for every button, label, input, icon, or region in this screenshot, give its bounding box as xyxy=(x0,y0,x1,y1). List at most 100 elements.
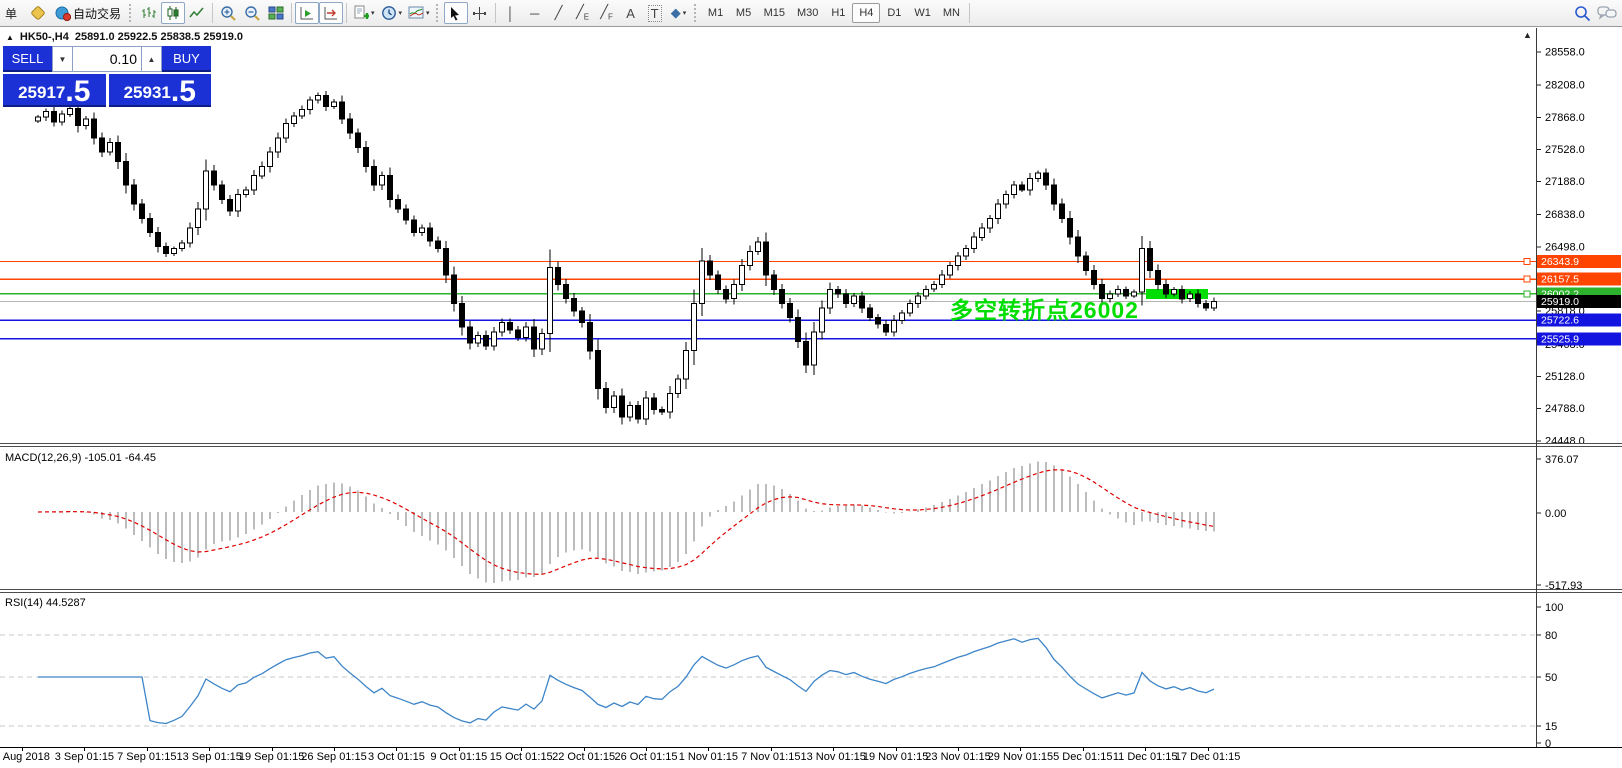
time-label: 1 Nov 01:15 xyxy=(678,751,739,763)
svg-text:0: 0 xyxy=(1545,738,1551,747)
svg-text:100: 100 xyxy=(1545,602,1563,614)
svg-text:28208.0: 28208.0 xyxy=(1545,80,1585,92)
macd-indicator-canvas[interactable]: 376.07 0.00 -517.93 MACD(12,26,9) -105.01 -… xyxy=(0,447,1622,589)
time-tick xyxy=(146,748,148,751)
toolbar-separator xyxy=(494,3,496,23)
svg-text:80: 80 xyxy=(1545,630,1557,642)
svg-text:MACD(12,26,9) -105.01 -64.45: MACD(12,26,9) -105.01 -64.45 xyxy=(5,452,156,464)
toolbar-separator xyxy=(212,3,214,23)
time-tick xyxy=(458,748,460,751)
vertical-line-tool[interactable]: │ xyxy=(499,2,523,24)
timeframe-h4[interactable]: H4 xyxy=(852,3,881,23)
vline-icon: │ xyxy=(506,5,515,21)
label-icon: T xyxy=(647,4,662,22)
new-order-label: 单 xyxy=(5,6,18,21)
arrows-icon: ◆ xyxy=(670,5,681,20)
time-label: 19 Nov 01:15 xyxy=(862,751,929,763)
auto-scroll-icon xyxy=(300,7,314,20)
time-label: 22 Oct 01:15 xyxy=(552,751,616,763)
svg-text:0.00: 0.00 xyxy=(1545,508,1566,520)
volume-input[interactable] xyxy=(73,46,141,72)
tile-windows-button[interactable] xyxy=(264,2,288,24)
cursor-button[interactable] xyxy=(443,2,468,24)
svg-text:27188.0: 27188.0 xyxy=(1545,176,1585,188)
auto-scroll-button[interactable] xyxy=(295,2,320,24)
line-chart-icon xyxy=(189,7,204,18)
chart-annotation-text[interactable]: 多空转折点26002 xyxy=(950,297,1139,323)
collapse-icon[interactable]: ▲ xyxy=(6,32,14,42)
timeframe-mn[interactable]: MN xyxy=(942,7,960,19)
svg-text:376.07: 376.07 xyxy=(1545,454,1579,466)
periods-button[interactable]: ▾ xyxy=(378,2,406,24)
timeframe-w1[interactable]: W1 xyxy=(914,7,931,19)
chat-button[interactable] xyxy=(1594,2,1620,24)
timeframe-m5[interactable]: M5 xyxy=(735,7,752,19)
sell-button[interactable]: SELL xyxy=(3,46,52,72)
time-tick xyxy=(1207,748,1209,751)
main-chart-canvas[interactable]: 28558.0 28208.0 27868.0 27528.0 27188.0 26838… xyxy=(0,28,1622,443)
hline-icon: ─ xyxy=(529,5,540,21)
zoom-in-button[interactable] xyxy=(216,2,240,24)
timeframe-m1[interactable]: M1 xyxy=(707,7,724,19)
toolbar-grip xyxy=(693,4,699,22)
gold-icon xyxy=(31,6,45,20)
svg-text:25525.9: 25525.9 xyxy=(1541,333,1579,345)
symbol-period-label: HK50-,H4 xyxy=(19,31,69,43)
time-tick xyxy=(583,748,585,751)
horizontal-line-tool[interactable]: ─ xyxy=(523,2,547,24)
autotrading-button[interactable]: 自动交易 xyxy=(50,2,126,24)
rsi-indicator-canvas[interactable]: 100 80 50 15 0 RSI(14) 44.5287 xyxy=(0,593,1622,747)
pane-separator[interactable] xyxy=(0,589,1622,593)
volume-increase-button[interactable]: ▲ xyxy=(141,46,162,72)
trendline-tool[interactable]: ╱ xyxy=(547,2,571,24)
channel-tool[interactable]: ╱E xyxy=(571,2,595,24)
template-icon xyxy=(408,6,424,19)
candlestick-chart-button[interactable] xyxy=(161,2,186,24)
zoom-out-button[interactable] xyxy=(240,2,264,24)
svg-text:27868.0: 27868.0 xyxy=(1545,112,1585,124)
timeframe-m30[interactable]: M30 xyxy=(796,7,819,19)
arrows-tool[interactable]: ◆ ▾ xyxy=(667,2,691,24)
timeframe-m15[interactable]: M15 xyxy=(763,7,785,19)
text-label-tool[interactable]: T xyxy=(643,2,667,24)
time-tick xyxy=(770,748,772,751)
zoom-in-icon xyxy=(220,5,236,21)
bid-price[interactable]: 25917 .5 xyxy=(3,74,106,107)
timeframe-d1[interactable]: D1 xyxy=(887,7,902,19)
new-order-button[interactable]: 单 xyxy=(2,2,26,24)
crosshair-button[interactable] xyxy=(468,2,492,24)
buy-button[interactable]: BUY xyxy=(162,46,211,72)
ask-price[interactable]: 25931 .5 xyxy=(108,74,211,107)
bar-chart-button[interactable] xyxy=(137,2,161,24)
toolbar-separator xyxy=(346,3,348,23)
text-tool[interactable]: A xyxy=(619,2,643,24)
toolbar-grip xyxy=(129,4,134,22)
indicators-button[interactable]: ▾ xyxy=(350,2,378,24)
scroll-up-icon[interactable]: ▲ xyxy=(1523,30,1532,40)
svg-text:15: 15 xyxy=(1545,721,1557,733)
gold-order-icon[interactable] xyxy=(26,2,50,24)
chart-shift-button[interactable] xyxy=(319,2,344,24)
channel-icon: ╱E xyxy=(575,4,590,22)
time-axis-line xyxy=(0,747,1622,748)
templates-button[interactable]: ▾ xyxy=(405,2,433,24)
toolbar-grip xyxy=(435,4,441,22)
line-chart-button[interactable] xyxy=(185,2,209,24)
time-label: 23 Nov 01:15 xyxy=(925,751,991,763)
dropdown-caret-icon: ▾ xyxy=(682,10,687,17)
search-button[interactable] xyxy=(1570,2,1594,24)
time-tick xyxy=(1082,748,1084,751)
svg-text:-517.93: -517.93 xyxy=(1545,580,1582,589)
time-label: 7 Nov 01:15 xyxy=(741,751,801,763)
time-label: 29 Nov 01:15 xyxy=(987,751,1054,763)
toolbar-right-group xyxy=(1570,2,1620,24)
fibonacci-tool[interactable]: ╱F xyxy=(595,2,619,24)
pane-separator[interactable] xyxy=(0,443,1622,447)
timeframe-h1[interactable]: H1 xyxy=(831,7,846,19)
svg-text:24448.0: 24448.0 xyxy=(1545,435,1585,443)
time-label: 11 Dec 01:15 xyxy=(1112,751,1178,763)
indicators-icon xyxy=(354,5,370,19)
volume-decrease-button[interactable]: ▼ xyxy=(52,46,73,72)
svg-text:RSI(14) 44.5287: RSI(14) 44.5287 xyxy=(5,597,86,609)
